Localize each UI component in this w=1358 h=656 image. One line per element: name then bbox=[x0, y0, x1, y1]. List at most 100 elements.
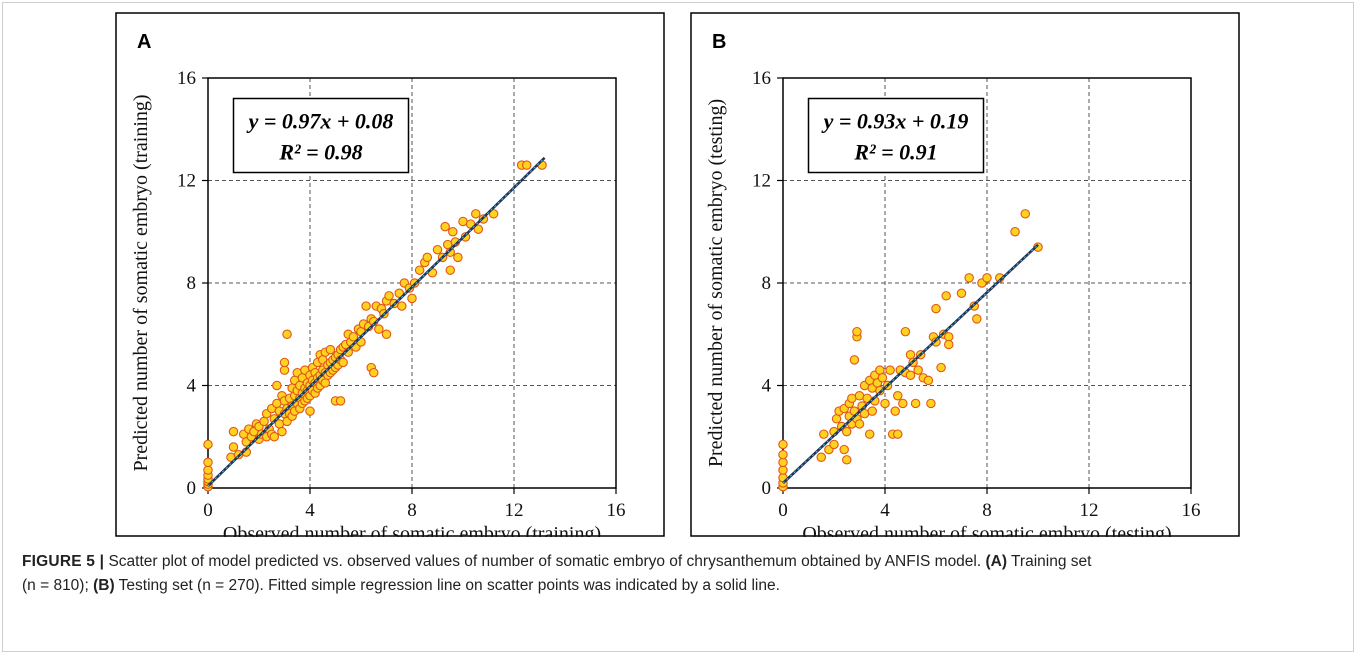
panel-a-data-point bbox=[445, 265, 455, 275]
panel-b-data-point bbox=[936, 362, 946, 373]
panel-b-x-tick-label: 16 bbox=[1182, 500, 1201, 521]
panel-a-data-point bbox=[422, 252, 433, 263]
panel-a-x-tick-label: 16 bbox=[607, 500, 626, 521]
panel-a-data-point bbox=[394, 288, 404, 298]
caption-label-b: (B) bbox=[93, 577, 115, 594]
panel-b-data-point bbox=[910, 398, 921, 409]
panel-a-data-point bbox=[272, 380, 282, 391]
panel-b-data-point bbox=[829, 439, 839, 450]
panel-b-data-point bbox=[831, 414, 842, 424]
panel-b-y-tick-label: 12 bbox=[752, 171, 771, 192]
panel-a-data-point bbox=[320, 378, 331, 388]
panel-a-data-point bbox=[407, 293, 417, 304]
panel-b-data-point bbox=[964, 273, 974, 283]
panel-b-data-point bbox=[854, 419, 865, 429]
panel-a-data-point bbox=[203, 439, 213, 450]
panel-a-y-tick-label: 0 bbox=[187, 478, 197, 499]
panel-a-panel-frame bbox=[115, 12, 665, 537]
panel-b-data-point bbox=[941, 291, 951, 301]
panel-a-data-point bbox=[203, 457, 213, 468]
panel-b-x-tick-label: 12 bbox=[1080, 500, 1099, 521]
panel-b-data-point bbox=[956, 288, 967, 298]
panel-a-data-point bbox=[279, 357, 290, 368]
panel-a-regression-line-highlight bbox=[207, 157, 545, 487]
panel-b-regression-equation: y = 0.93x + 0.19 bbox=[821, 109, 969, 134]
panel-b-data-point bbox=[875, 385, 885, 396]
panel-a-data-point bbox=[269, 431, 280, 442]
panel-a-data-point bbox=[259, 416, 269, 427]
panel-b-data-point bbox=[944, 339, 954, 350]
panel-a-data-point bbox=[414, 265, 425, 275]
panel-b-y-tick-label: 16 bbox=[752, 68, 771, 89]
panel-a-data-point bbox=[453, 252, 463, 263]
panel-a-data-point bbox=[228, 442, 239, 452]
panel-b-x-axis-label: Observed number of somatic embryo (testi… bbox=[802, 523, 1171, 537]
panel-a-data-point bbox=[335, 396, 346, 406]
panel-b-data-point bbox=[1020, 209, 1030, 219]
panel-b-x-tick-label: 8 bbox=[982, 500, 992, 521]
panel-b-data-point bbox=[926, 398, 936, 409]
panel-b-data-point bbox=[864, 429, 875, 439]
caption-text-4: Testing set (n = 270). Fitted simple reg… bbox=[114, 577, 780, 594]
panel-a-data-point bbox=[488, 209, 499, 219]
panel-a-data-point bbox=[277, 426, 287, 437]
panel-a-data-point bbox=[384, 291, 394, 301]
panel-b-data-point bbox=[890, 406, 900, 416]
panel-b-data-point bbox=[849, 355, 860, 365]
panel-a-y-axis-label: Predicted number of somatic embryo (trai… bbox=[130, 94, 152, 471]
panel-b-data-point bbox=[898, 398, 908, 409]
panel-a-data-point bbox=[369, 367, 379, 378]
panel-a-equation-box bbox=[232, 97, 410, 174]
caption-text-1: Scatter plot of model predicted vs. obse… bbox=[104, 553, 986, 570]
panel-a-x-tick-label: 12 bbox=[505, 500, 524, 521]
panel-b-y-tick-label: 4 bbox=[762, 376, 772, 397]
panel-a-data-point bbox=[440, 221, 450, 232]
panel-b-data-point bbox=[972, 314, 982, 324]
panel-b-data-point bbox=[880, 398, 890, 409]
panel-a-chart: A 0 4 8 12 16 0 4 8 12 16 Observed number of somati… bbox=[115, 12, 665, 537]
caption-text-2: Training set bbox=[1007, 553, 1092, 570]
panel-b-y-tick-label: 8 bbox=[762, 273, 772, 294]
panel-b-x-tick-label: 4 bbox=[880, 500, 890, 521]
caption-text-3: (n = 810); bbox=[22, 577, 94, 594]
panel-b-data-point bbox=[923, 375, 934, 386]
panel-b-panel-letter: B bbox=[712, 31, 726, 53]
panel-a-data-point bbox=[282, 329, 292, 339]
panel-a-regression-equation: y = 0.97x + 0.08 bbox=[246, 109, 394, 134]
panel-a-panel-letter: A bbox=[137, 31, 151, 53]
panel-b-data-point bbox=[893, 390, 903, 401]
panel-a-y-tick-label: 8 bbox=[187, 273, 197, 294]
panel-a-data-point bbox=[473, 224, 484, 234]
panel-a-x-tick-label: 0 bbox=[203, 500, 213, 521]
panel-a-data-point bbox=[521, 160, 532, 170]
panel-b-data-point bbox=[778, 439, 788, 450]
panel-a-y-tick-label: 12 bbox=[177, 171, 196, 192]
panel-a-data-point bbox=[361, 301, 371, 311]
panel-a-data-point bbox=[432, 244, 443, 255]
panel-b-data-point bbox=[867, 406, 878, 416]
panel-b-data-point bbox=[816, 452, 827, 462]
panel-b-chart: B 0 4 8 12 16 0 4 8 12 16 Observed number of somati… bbox=[690, 12, 1240, 537]
panel-a-data-point bbox=[338, 357, 348, 368]
panel-b-y-axis-label: Predicted number of somatic embryo (test… bbox=[705, 99, 727, 467]
panel-b-data-point bbox=[875, 365, 885, 375]
panel-b-equation-box bbox=[807, 97, 985, 174]
panel-b-panel-frame bbox=[690, 12, 1240, 537]
panel-b-data-point bbox=[905, 370, 916, 380]
panel-b-data-point bbox=[913, 365, 923, 375]
panel-a-data-point bbox=[470, 209, 481, 219]
panel-a-data-point bbox=[325, 344, 336, 355]
panel-b-data-point bbox=[982, 273, 992, 283]
panel-b-data-point bbox=[778, 449, 788, 460]
panel-b-data-point bbox=[885, 365, 895, 375]
panel-a-x-tick-label: 8 bbox=[407, 500, 417, 521]
panel-b-data-point bbox=[931, 303, 941, 314]
panel-b-data-point bbox=[839, 444, 849, 455]
panel-a-data-point bbox=[305, 406, 315, 416]
panel-b-data-point bbox=[893, 429, 903, 439]
panel-b-x-tick-label: 0 bbox=[778, 500, 788, 521]
panel-a-x-axis-label: Observed number of somatic embryo (train… bbox=[223, 523, 601, 537]
panel-b-data-point bbox=[819, 429, 829, 439]
panel-a-data-point bbox=[448, 227, 458, 237]
